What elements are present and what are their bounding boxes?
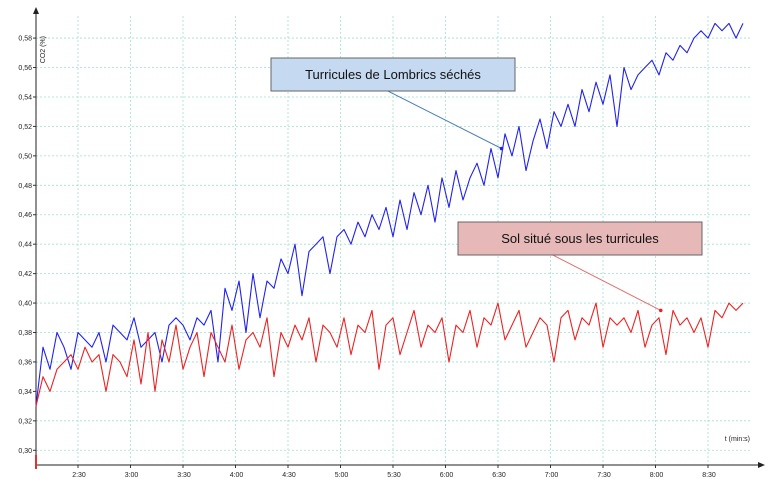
callout-leader-1 bbox=[544, 250, 661, 311]
x-axis-ticks: 2:30 3:00 3:30 4:00 4:30 5:00 5:30 6:00 6:30 7:00… bbox=[72, 465, 716, 479]
y-tick-label: 0,32 bbox=[18, 418, 32, 425]
x-tick-label: 8:00 bbox=[650, 472, 664, 479]
callout-box-1 bbox=[457, 221, 703, 256]
series-line-0 bbox=[35, 22, 744, 407]
x-tick-label: 5:30 bbox=[387, 472, 401, 479]
callout-point-0 bbox=[499, 146, 504, 151]
y-tick-label: 0,30 bbox=[18, 448, 32, 455]
x-tick-label: 4:00 bbox=[230, 472, 244, 479]
y-tick-label: 0,36 bbox=[18, 359, 32, 366]
x-tick-label: 6:00 bbox=[440, 472, 454, 479]
y-axis-label: CO2 (%) bbox=[40, 36, 47, 63]
callout-label-1: Sol situé sous les turricules bbox=[501, 231, 659, 246]
y-tick-label: 0,38 bbox=[18, 330, 32, 337]
y-tick-label: 0,46 bbox=[18, 212, 32, 219]
callout-point-1 bbox=[658, 308, 663, 313]
callout-box-0 bbox=[270, 57, 516, 92]
x-tick-label: 5:00 bbox=[335, 472, 349, 479]
x-tick-label: 8:30 bbox=[702, 472, 716, 479]
x-tick-label: 2:30 bbox=[72, 472, 86, 479]
y-tick-label: 0,42 bbox=[18, 271, 32, 278]
y-axis-ticks: 0,30 0,32 0,34 0,36 0,38 0,40 0,42 0,44 0,46 0,48… bbox=[18, 36, 36, 455]
x-tick-label: 6:30 bbox=[492, 472, 506, 479]
x-tick-label: 3:30 bbox=[177, 472, 191, 479]
x-tick-label: 7:00 bbox=[545, 472, 559, 479]
y-axis-arrow bbox=[33, 7, 39, 14]
x-tick-label: 4:30 bbox=[282, 472, 296, 479]
x-tick-label: 3:00 bbox=[125, 472, 139, 479]
y-tick-label: 0,58 bbox=[18, 36, 32, 43]
y-tick-label: 0,56 bbox=[18, 65, 32, 72]
callouts: Turricules de Lombrics séchés Sol situé s… bbox=[270, 57, 703, 313]
axes bbox=[33, 7, 765, 469]
x-tick-label: 7:30 bbox=[597, 472, 611, 479]
y-tick-label: 0,44 bbox=[18, 242, 32, 249]
x-axis-label: t (min:s) bbox=[725, 436, 750, 443]
series-lines bbox=[35, 22, 744, 407]
y-tick-label: 0,40 bbox=[18, 301, 32, 308]
y-tick-label: 0,52 bbox=[18, 124, 32, 131]
y-tick-label: 0,54 bbox=[18, 94, 32, 101]
series-line-1 bbox=[35, 302, 744, 407]
y-tick-label: 0,34 bbox=[18, 389, 32, 396]
callout-label-0: Turricules de Lombrics séchés bbox=[305, 67, 481, 82]
callout-leader-0 bbox=[379, 86, 502, 149]
y-tick-label: 0,48 bbox=[18, 183, 32, 190]
y-tick-label: 0,50 bbox=[18, 153, 32, 160]
x-axis-arrow bbox=[758, 462, 765, 468]
